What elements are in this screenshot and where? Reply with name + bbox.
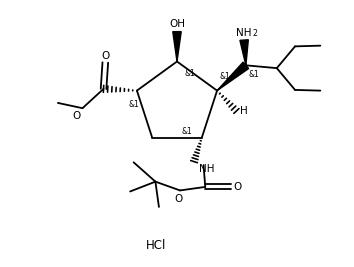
Text: NH: NH: [236, 28, 251, 38]
Polygon shape: [173, 32, 181, 61]
Text: &1: &1: [182, 127, 192, 136]
Text: &1: &1: [220, 72, 231, 81]
Text: HCl: HCl: [146, 239, 166, 252]
Text: &1: &1: [128, 100, 139, 109]
Text: O: O: [101, 51, 109, 61]
Text: O: O: [174, 194, 182, 204]
Polygon shape: [217, 62, 249, 91]
Polygon shape: [240, 40, 249, 65]
Text: H: H: [240, 106, 248, 116]
Text: &1: &1: [249, 69, 259, 78]
Text: O: O: [233, 182, 242, 192]
Text: OH: OH: [169, 19, 185, 29]
Text: NH: NH: [199, 164, 215, 174]
Text: O: O: [72, 111, 80, 121]
Text: 2: 2: [253, 29, 258, 38]
Text: &1: &1: [185, 69, 195, 78]
